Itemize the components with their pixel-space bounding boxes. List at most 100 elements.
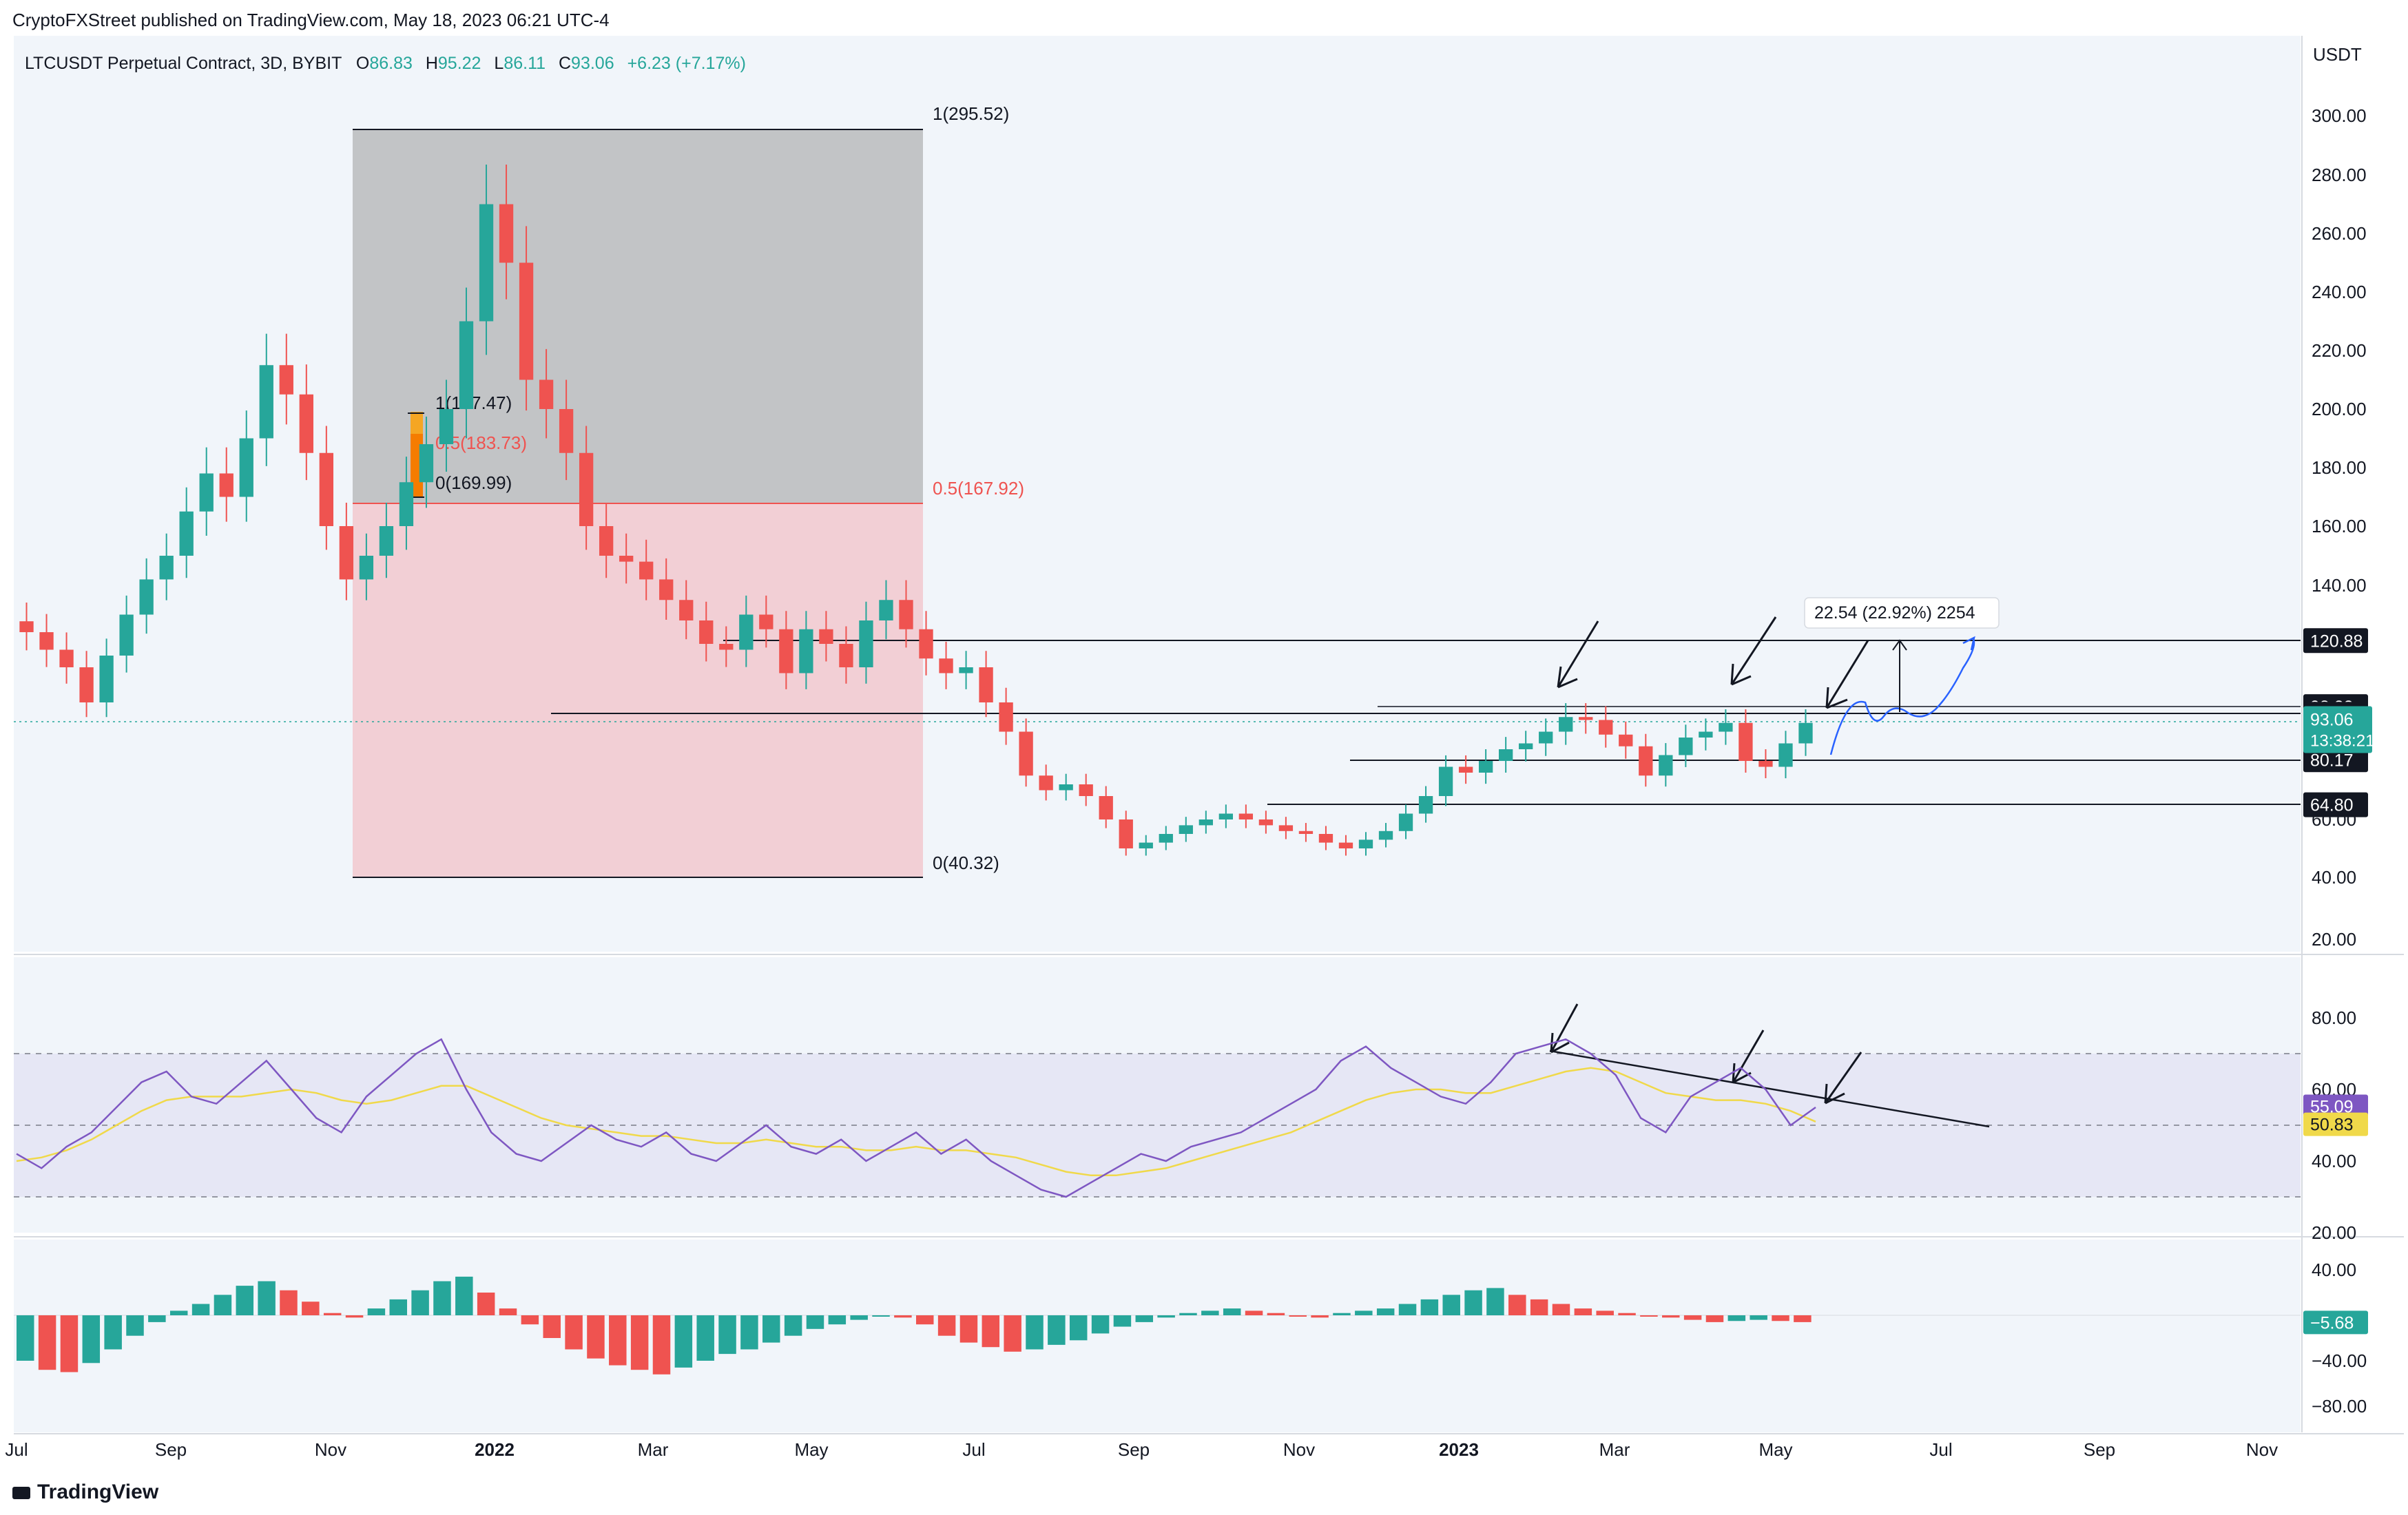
macd-bar — [411, 1290, 429, 1315]
macd-bar — [1574, 1308, 1592, 1315]
macd-bar — [455, 1276, 473, 1315]
macd-bar — [1772, 1315, 1789, 1321]
macd-bar — [367, 1308, 386, 1315]
candle-body — [739, 614, 754, 650]
time-tick-label: Mar — [1599, 1439, 1630, 1460]
candle-body — [19, 621, 34, 632]
rsi-arrow-annotation-3 — [1824, 1052, 1862, 1105]
fib-large-top-label: 1(295.52) — [933, 103, 1009, 124]
rsi-ma-badge — [2303, 1112, 2368, 1136]
price-arrow-annotations — [1557, 616, 1869, 709]
candle-body — [599, 526, 614, 556]
macd-bar — [1026, 1315, 1044, 1350]
candle-body — [1398, 813, 1413, 831]
macd-bar — [587, 1315, 605, 1359]
macd-bar — [1201, 1310, 1219, 1315]
currency-label: USDT — [2313, 44, 2362, 65]
macd-bar — [1442, 1295, 1460, 1315]
high-label: H — [426, 54, 438, 73]
macd-bar — [652, 1315, 671, 1375]
macd-bar — [674, 1315, 693, 1368]
macd-bar — [1004, 1315, 1021, 1352]
macd-bar — [1091, 1315, 1110, 1334]
macd-bar — [1289, 1315, 1307, 1317]
candle-body — [839, 644, 853, 667]
candle-body — [979, 667, 993, 702]
candle-body — [579, 452, 594, 526]
macd-value-label: −5.68 — [2310, 1313, 2354, 1333]
candle-body — [139, 579, 154, 615]
candle-body — [79, 667, 94, 702]
macd-bar — [389, 1299, 407, 1315]
candle-body — [539, 379, 554, 409]
level-badge-label: 80.17 — [2310, 751, 2354, 770]
candle-body — [639, 561, 654, 580]
rsi-ma-line — [16, 1067, 1816, 1177]
rsi-tick-label: 40.00 — [2312, 1151, 2356, 1171]
macd-bar — [1157, 1315, 1175, 1318]
candle-body — [259, 365, 273, 439]
macd-bar — [1552, 1304, 1570, 1315]
candle-body — [759, 614, 774, 629]
fib-large-lower-zone — [353, 503, 923, 877]
macd-tick-label: −40.00 — [2312, 1350, 2367, 1371]
candle-body — [1679, 738, 1693, 755]
time-tick-label: Sep — [2084, 1439, 2115, 1460]
macd-bar — [60, 1315, 79, 1372]
time-tick-label: May — [1758, 1439, 1792, 1460]
candle-body — [1258, 819, 1274, 826]
published-caption: CryptoFXStreet published on TradingView.… — [12, 10, 610, 30]
candle-body — [859, 620, 873, 667]
macd-bar — [1223, 1308, 1241, 1315]
macd-bar — [565, 1315, 583, 1350]
candle-body — [1438, 766, 1453, 796]
candle-body — [479, 204, 494, 322]
symbol-legend: LTCUSDT Perpetual Contract, 3D, BYBIT O8… — [25, 54, 746, 73]
candle-body — [1599, 720, 1613, 735]
macd-bar — [17, 1315, 34, 1361]
candle-body — [59, 649, 74, 667]
macd-bar — [1398, 1304, 1417, 1315]
projection-path — [1829, 638, 1975, 755]
candle-body — [719, 644, 734, 650]
candle-body — [39, 632, 54, 650]
candle-body — [1318, 834, 1333, 843]
candle-body — [1218, 813, 1234, 819]
candle-body — [1079, 784, 1093, 796]
macd-bar — [38, 1315, 56, 1370]
time-tick-label: May — [794, 1439, 828, 1460]
candle-body — [1358, 839, 1373, 848]
low-label: L — [494, 54, 504, 73]
candle-body — [299, 394, 313, 453]
rsi-layer — [16, 1038, 1816, 1198]
candle-body — [499, 204, 514, 263]
low-value: 86.11 — [504, 54, 546, 73]
rsi-value-badge — [2303, 1094, 2368, 1118]
price-tick-label: 160.00 — [2312, 516, 2367, 536]
candle-body — [1478, 761, 1493, 773]
candle-body — [1798, 722, 1813, 744]
candle-body — [1179, 825, 1193, 834]
candle-body — [1539, 731, 1553, 744]
symbol-name: LTCUSDT Perpetual Contract, 3D, BYBIT — [25, 54, 342, 73]
macd-bar — [630, 1315, 649, 1370]
macd-bar — [1683, 1315, 1702, 1320]
candle-body — [519, 262, 534, 380]
level-badge — [2303, 747, 2368, 773]
macd-bar — [696, 1315, 714, 1361]
macd-bar — [258, 1281, 276, 1315]
candle-body — [379, 526, 394, 556]
candle-body — [799, 629, 813, 673]
projection-arrowhead — [1962, 636, 1975, 651]
macd-bar — [1662, 1315, 1680, 1318]
price-tick-label: 180.00 — [2312, 457, 2367, 478]
candle-body — [119, 614, 134, 656]
candle-body — [1338, 842, 1353, 848]
candle-body — [999, 702, 1013, 732]
candle-body — [1699, 731, 1713, 738]
level-badge-label: 120.88 — [2310, 631, 2363, 651]
time-tick-label: Jul — [962, 1439, 985, 1460]
tradingview-brand[interactable]: TradingView — [12, 1481, 158, 1504]
candle-body — [939, 658, 953, 673]
